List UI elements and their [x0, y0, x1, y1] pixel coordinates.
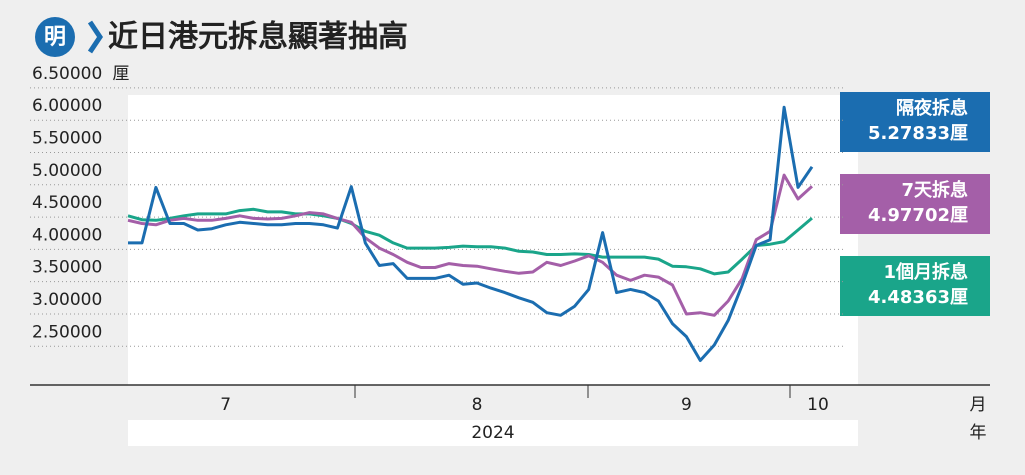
legend-value: 4.97702厘 [868, 205, 968, 226]
chart-title: 近日港元拆息顯著抽高 [108, 20, 408, 55]
legend-name: 隔夜拆息 [896, 97, 968, 119]
y-tick-label: 3.50000 [32, 258, 102, 278]
y-tick-label: 4.50000 [32, 193, 102, 213]
year-unit: 年 [970, 423, 987, 443]
legend-name: 7天拆息 [901, 179, 968, 201]
series-line [128, 105, 814, 362]
year-band [128, 420, 858, 446]
x-unit: 月 [970, 395, 987, 415]
y-tick-label: 4.00000 [32, 225, 102, 245]
legend-name: 1個月拆息 [883, 261, 968, 283]
logo-bg [35, 17, 75, 57]
legend-value: 5.27833厘 [868, 123, 968, 144]
y-tick-label: 3.00000 [32, 290, 102, 310]
logo: 明 [44, 25, 66, 50]
legend-value: 4.48363厘 [868, 287, 968, 308]
x-tick-label: 8 [472, 395, 483, 415]
y-tick-label: 5.00000 [32, 161, 102, 181]
year: 2024 [471, 423, 514, 443]
legend: 隔夜拆息 5.27833厘 7天拆息 4.97702厘 1個月拆息 4.48363厘 [840, 92, 990, 316]
plot-bg [128, 95, 858, 385]
legend-box [840, 174, 990, 234]
x-tick-label: 9 [681, 395, 692, 415]
series-line [127, 207, 813, 276]
x-tick-label: 10 [807, 395, 829, 415]
y-tick-label: 6.00000 [32, 96, 102, 116]
title-arrow [87, 20, 104, 54]
series-line [127, 173, 814, 317]
legend-box [840, 92, 990, 152]
x-tick-label: 7 [220, 395, 231, 415]
y-tick-label: 2.50000 [32, 322, 102, 342]
legend-box [840, 256, 990, 316]
y-tick-label: 5.50000 [32, 129, 102, 149]
y-tick-label: 6.50000 [32, 64, 102, 84]
y-unit: 厘 [112, 64, 129, 84]
